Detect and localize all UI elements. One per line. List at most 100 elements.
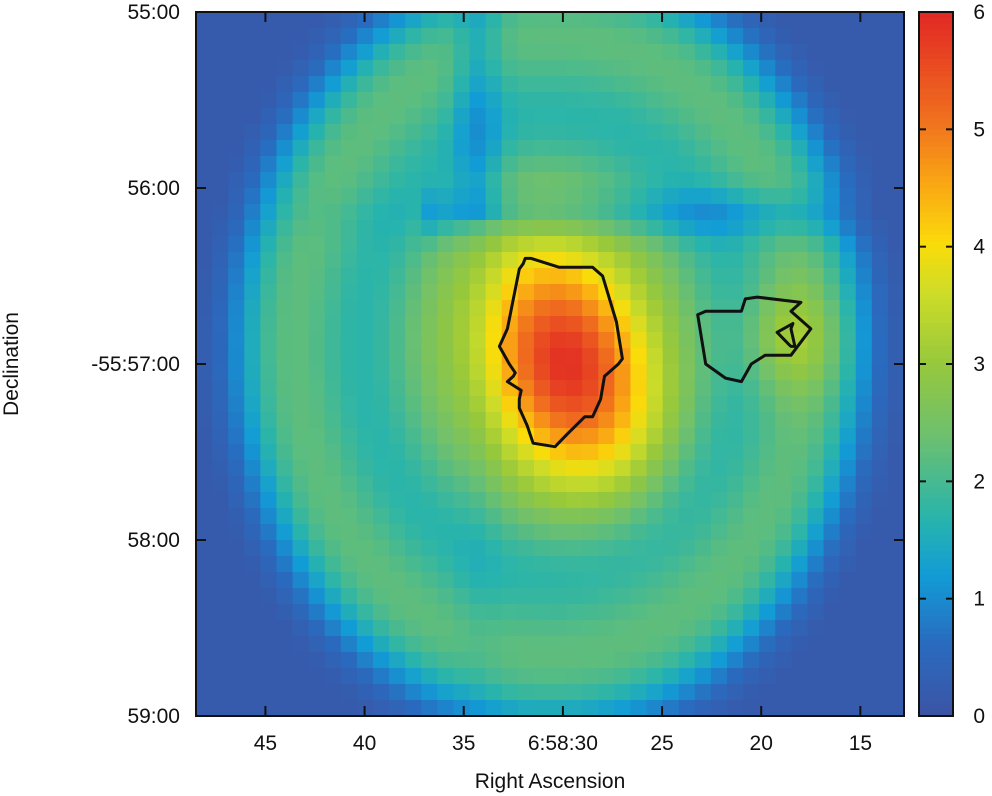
heatmap-cell (517, 652, 535, 669)
heatmap-cell (598, 332, 615, 349)
heatmap-cell (630, 380, 648, 397)
colorbar-swatch (919, 229, 953, 236)
colorbar-swatch (919, 182, 953, 189)
heatmap-cell (469, 28, 487, 45)
heatmap-cell (389, 684, 406, 701)
y-tick-label: 59:00 (127, 705, 180, 728)
heatmap-cell (710, 444, 728, 461)
heatmap-cell (389, 444, 406, 461)
heatmap-cell (437, 444, 455, 461)
heatmap-cell (887, 140, 905, 157)
heatmap-cell (614, 236, 632, 253)
heatmap-cell (759, 572, 776, 589)
heatmap-cell (566, 428, 583, 445)
heatmap-cell (550, 348, 567, 365)
heatmap-cell (292, 188, 310, 205)
heatmap-cell (710, 76, 728, 93)
colorbar-swatch (919, 604, 953, 611)
heatmap-cell (196, 668, 213, 685)
heatmap-cell (373, 300, 390, 317)
heatmap-cell (292, 588, 310, 605)
heatmap-cell (324, 316, 342, 333)
heatmap-cell (228, 188, 245, 205)
heatmap-cell (727, 92, 744, 109)
heatmap-cell (694, 188, 712, 205)
heatmap-cell (807, 444, 825, 461)
heatmap-cell (727, 140, 744, 157)
heatmap-cell (855, 268, 873, 285)
heatmap-cell (405, 348, 422, 365)
heatmap-cell (308, 140, 326, 157)
heatmap-cell (887, 220, 905, 237)
heatmap-cell (710, 476, 728, 493)
heatmap-cell (887, 60, 905, 77)
heatmap-cell (276, 284, 294, 301)
heatmap-cell (839, 172, 857, 189)
heatmap-cell (839, 476, 857, 493)
heatmap-cell (630, 28, 648, 45)
heatmap-cell (855, 540, 873, 557)
heatmap-cell (228, 92, 245, 109)
colorbar-swatch (919, 393, 953, 400)
heatmap-cell (469, 60, 487, 77)
heatmap-cell (373, 684, 390, 701)
heatmap-cell (356, 108, 374, 125)
heatmap-cell (292, 76, 310, 93)
heatmap-cell (324, 76, 342, 93)
heatmap-cell (212, 652, 229, 669)
heatmap-cell (550, 604, 567, 621)
heatmap-cell (630, 188, 648, 205)
heatmap-cell (566, 636, 583, 653)
heatmap-cell (356, 60, 374, 77)
heatmap-cell (308, 396, 326, 413)
heatmap-cell (646, 268, 664, 285)
heatmap-cell (212, 556, 229, 573)
heatmap-cell (839, 588, 857, 605)
heatmap-cell (517, 476, 535, 493)
heatmap-cell (550, 684, 567, 701)
heatmap-cell (324, 284, 342, 301)
heatmap-cell (469, 188, 487, 205)
heatmap-cell (244, 540, 261, 557)
heatmap-cell (228, 700, 245, 717)
heatmap-cell (775, 284, 792, 301)
heatmap-cell (582, 540, 599, 557)
heatmap-cell (566, 284, 583, 301)
heatmap-cell (453, 444, 471, 461)
heatmap-cell (598, 12, 615, 29)
heatmap-cell (373, 252, 390, 269)
heatmap-cell (662, 700, 680, 717)
heatmap-cell (437, 700, 455, 717)
heatmap-cell (485, 236, 503, 253)
heatmap-cell (469, 220, 487, 237)
heatmap-cell (469, 652, 487, 669)
heatmap-cell (550, 76, 567, 93)
heatmap-cell (566, 476, 583, 493)
heatmap-cell (887, 572, 905, 589)
heatmap-cell (260, 252, 278, 269)
colorbar-tick-label: 0 (973, 705, 985, 728)
heatmap-cell (340, 444, 358, 461)
heatmap-cell (662, 76, 680, 93)
heatmap-cell (356, 604, 374, 621)
heatmap-cell (598, 668, 615, 685)
heatmap-cell (276, 572, 294, 589)
heatmap-cell (228, 76, 245, 93)
heatmap-cell (276, 348, 294, 365)
colorbar-swatch (919, 176, 953, 183)
heatmap-cell (469, 76, 487, 93)
heatmap-cell (887, 236, 905, 253)
heatmap-cell (662, 476, 680, 493)
heatmap-cell (662, 44, 680, 61)
heatmap-cell (871, 364, 889, 381)
heatmap-cell (727, 284, 744, 301)
x-tick-label: 15 (849, 732, 872, 755)
heatmap-cell (614, 156, 632, 173)
heatmap-cell (260, 300, 278, 317)
heatmap-cell (839, 348, 857, 365)
heatmap-cell (389, 204, 406, 221)
heatmap-cell (469, 572, 487, 589)
heatmap-cell (389, 156, 406, 173)
heatmap-cell (389, 60, 406, 77)
heatmap-cell (678, 460, 696, 477)
